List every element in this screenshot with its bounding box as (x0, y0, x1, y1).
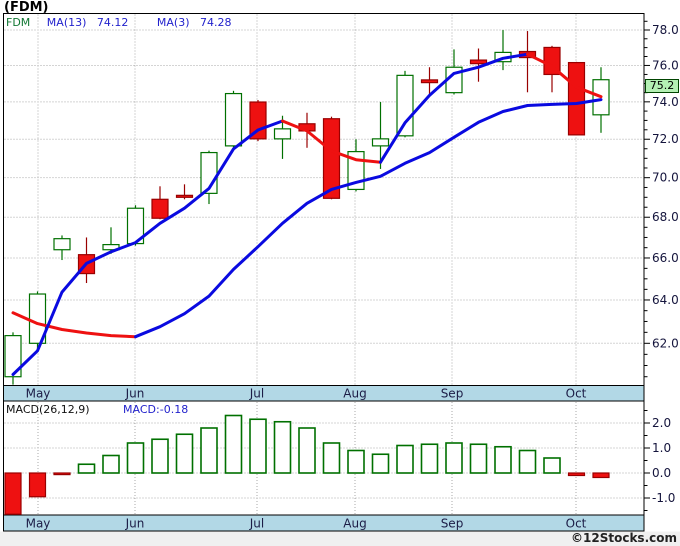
macd-bar (28, 472, 47, 498)
month-label: Jul (249, 387, 264, 401)
legend-symbol: FDM (6, 16, 31, 29)
candle-body (469, 59, 488, 65)
legend-ma3-value: 74.28 (200, 16, 232, 29)
month-label: Jul (249, 517, 264, 531)
candle-body (396, 74, 414, 137)
candle-body (151, 198, 169, 219)
candle-body (4, 335, 22, 378)
macd-bar (273, 420, 292, 474)
macd-bar (298, 427, 316, 474)
month-label: Sep (441, 387, 464, 401)
macd-bar (567, 472, 586, 477)
month-label: May (26, 517, 51, 531)
watermark: ©12Stocks.com (571, 531, 677, 545)
macd-legend: MACD(26,12,9) MACD:-0.18 (6, 403, 188, 416)
macd-label: MACD(26,12,9) (6, 403, 90, 416)
month-label: Oct (566, 517, 587, 531)
macd-bar (494, 445, 512, 474)
price-axis-label: 66.0 (652, 251, 679, 265)
macd-bar (126, 442, 145, 474)
candle-body (224, 92, 243, 147)
macd-bar (420, 443, 439, 474)
macd-bar (322, 442, 341, 474)
macd-axis-label: 2.0 (652, 416, 671, 430)
price-month-strip (3, 385, 645, 402)
macd-bar (347, 449, 365, 474)
macd-bar (518, 449, 537, 474)
candle-body (322, 118, 341, 199)
ma3-line-segment (281, 119, 382, 164)
macd-bar (151, 438, 169, 474)
macd-bar (543, 457, 561, 474)
ma3-line-segment (11, 119, 284, 376)
macd-bar (4, 472, 22, 515)
price-legend: FDM MA(13) 74.12 MA(3) 74.28 (6, 16, 232, 29)
macd-bar (592, 472, 610, 479)
macd-axis-label: 0.0 (652, 466, 671, 480)
price-axis-label: 68.0 (652, 210, 679, 224)
ma13-line-segment (11, 311, 137, 339)
macd-bar (102, 454, 120, 474)
macd-bar (249, 418, 267, 474)
legend-ma13-label: MA(13) (46, 16, 87, 29)
macd-bar (371, 453, 390, 474)
macd-bar (445, 442, 463, 474)
macd-bar (224, 414, 243, 474)
price-panel-border (3, 13, 645, 386)
candle-body (567, 61, 586, 136)
price-axis-label: 62.0 (652, 336, 679, 350)
month-label: May (26, 387, 51, 401)
symbol-title: (FDM) (4, 0, 49, 15)
price-axis-label: 70.0 (652, 171, 679, 185)
candle-body (273, 128, 292, 140)
price-axis-label: 72.0 (652, 132, 679, 146)
month-label: Aug (343, 517, 366, 531)
macd-bar (200, 427, 218, 474)
month-label: Oct (566, 387, 587, 401)
macd-bar (53, 472, 71, 476)
price-axis-label: 76.0 (652, 58, 679, 72)
month-label: Jun (125, 517, 145, 531)
ma13-line-segment (134, 98, 603, 339)
candle-body (102, 244, 120, 251)
candle-body (420, 79, 439, 84)
price-axis-label: 64.0 (652, 293, 679, 307)
last-price-badge: 75.2 (645, 79, 679, 93)
ma3-line-segment (526, 52, 603, 99)
legend-ma3-label: MA(3) (156, 16, 190, 29)
ma3-line-segment (379, 52, 529, 164)
macd-value: MACD:-0.18 (123, 403, 189, 416)
candle-body (175, 194, 194, 198)
macd-bar (77, 463, 96, 474)
footer-band (0, 531, 680, 546)
macd-axis-label: 1.0 (652, 441, 671, 455)
price-axis-label: 74.0 (652, 95, 679, 109)
macd-bar (396, 444, 414, 474)
candle-body (53, 238, 71, 251)
legend-ma13-value: 74.12 (96, 16, 129, 29)
price-axis-label: 78.0 (652, 23, 679, 37)
month-label: Aug (343, 387, 366, 401)
macd-bar (175, 433, 194, 474)
candle-body (371, 138, 390, 147)
month-label: Jun (125, 387, 145, 401)
macd-month-strip (3, 514, 645, 532)
macd-axis-label: -1.0 (652, 491, 675, 505)
month-label: Sep (441, 517, 464, 531)
macd-bar (469, 443, 488, 474)
